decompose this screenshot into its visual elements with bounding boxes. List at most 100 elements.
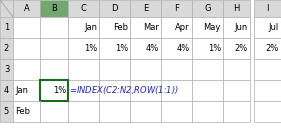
Text: Jan: Jan [15,86,28,95]
Bar [99,0,130,17]
Text: I: I [266,4,269,13]
Bar [223,17,250,38]
Bar [254,17,281,38]
Bar [68,80,99,101]
Text: H: H [233,4,240,13]
Text: Jun: Jun [235,23,248,32]
Text: Feb: Feb [113,23,128,32]
Bar [223,17,250,38]
Bar [254,80,281,101]
Bar [99,17,130,38]
Bar [0,0,13,17]
Bar [192,59,223,80]
Bar [161,38,192,59]
Bar [68,38,99,59]
Bar [130,17,161,38]
Bar [254,0,281,17]
Bar [99,80,130,101]
Bar [254,101,281,122]
Text: Feb: Feb [15,107,30,116]
Bar [161,80,192,101]
Bar [40,17,68,38]
Bar [161,59,192,80]
Bar [40,101,68,122]
Bar [68,0,99,17]
Text: 2: 2 [4,44,9,53]
Bar [68,101,99,122]
Bar [161,0,192,17]
Bar [0,80,13,101]
Bar [161,17,192,38]
Bar [99,59,130,80]
Bar [192,101,223,122]
Text: 5: 5 [4,107,9,116]
Bar [192,38,223,59]
Bar [130,101,161,122]
Text: 2%: 2% [266,44,279,53]
Text: 4%: 4% [146,44,159,53]
Bar [68,17,99,38]
Bar [40,59,68,80]
Bar [13,0,40,17]
Bar [192,80,223,101]
Bar [254,38,281,59]
Bar [254,17,281,38]
Bar [130,38,161,59]
Bar [68,17,99,38]
Bar [223,59,250,80]
Bar [223,38,250,59]
Text: Mar: Mar [143,23,159,32]
Text: =INDEX($C$2:$N$2,ROW(1:1)): =INDEX($C$2:$N$2,ROW(1:1)) [69,84,179,96]
Bar [161,38,192,59]
Bar [130,38,161,59]
Text: F: F [174,4,179,13]
Bar [68,59,99,80]
Bar [130,59,161,80]
Bar [13,80,40,101]
Bar [161,17,192,38]
Bar [13,101,40,122]
Text: B: B [51,4,57,13]
Bar [13,101,40,122]
Bar [192,0,223,17]
Bar [99,38,130,59]
Bar [13,59,40,80]
Text: A: A [24,4,30,13]
Text: C: C [81,4,87,13]
Bar [223,0,250,17]
Bar [68,38,99,59]
Bar [99,101,130,122]
Text: Jan: Jan [84,23,97,32]
Text: 1: 1 [4,23,9,32]
Text: 1%: 1% [53,86,66,95]
Bar [99,17,130,38]
Bar [0,17,13,38]
Bar [161,101,192,122]
Bar [99,38,130,59]
Text: 4: 4 [4,86,9,95]
Text: D: D [111,4,118,13]
Bar [223,38,250,59]
Bar [13,17,40,38]
Text: Apr: Apr [175,23,190,32]
Bar [0,101,13,122]
Bar [192,17,223,38]
Text: Jul: Jul [269,23,279,32]
Bar [13,80,40,101]
Bar [192,38,223,59]
Bar [13,38,40,59]
Bar [0,59,13,80]
Text: 4%: 4% [177,44,190,53]
Bar [40,80,68,101]
Bar [254,38,281,59]
Text: G: G [204,4,211,13]
Bar [40,38,68,59]
Bar [130,80,161,101]
Text: May: May [204,23,221,32]
Bar [223,80,250,101]
Bar [130,0,161,17]
Bar [40,0,68,17]
Text: E: E [143,4,148,13]
Bar [130,17,161,38]
Text: 3: 3 [4,65,9,74]
